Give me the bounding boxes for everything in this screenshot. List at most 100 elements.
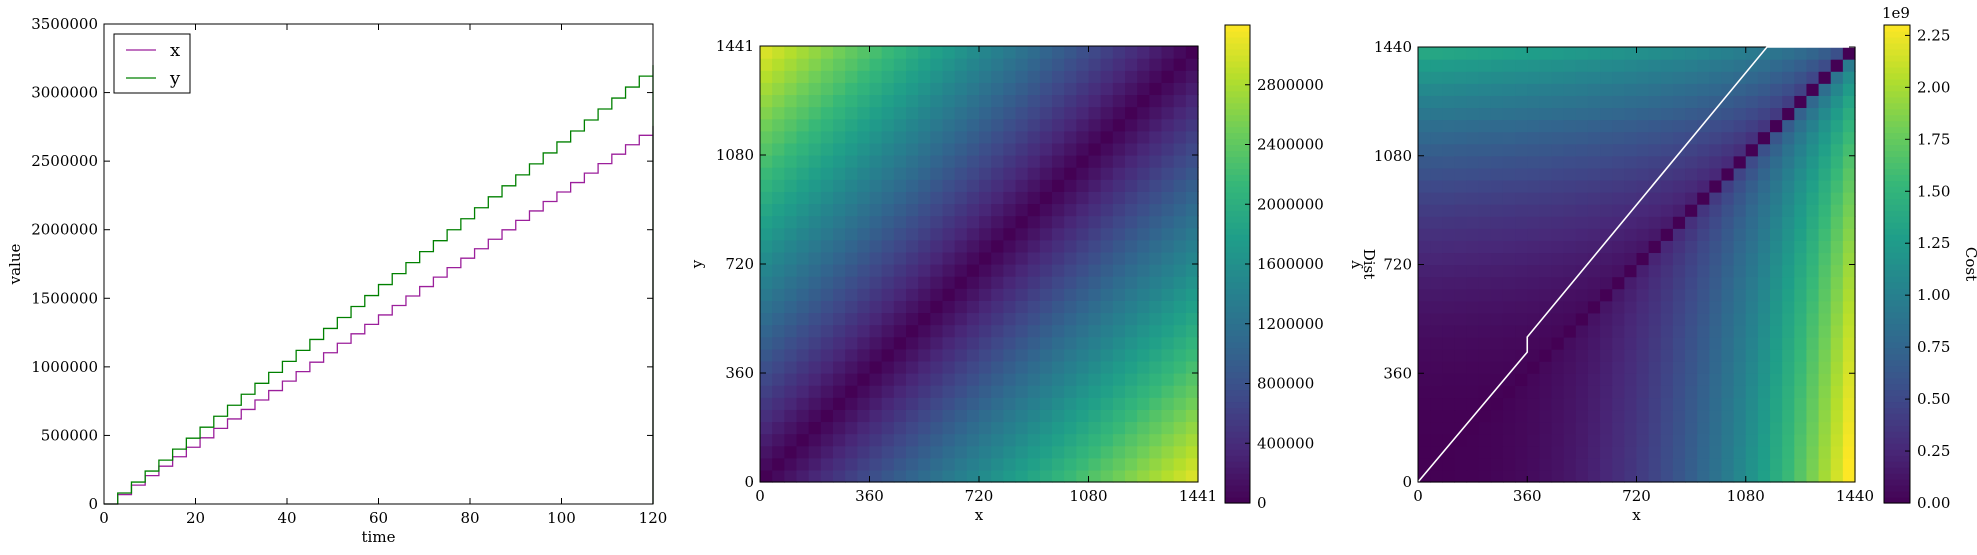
heatmap-cell bbox=[954, 445, 968, 459]
heatmap-cell bbox=[1612, 349, 1625, 362]
heatmap-cell bbox=[772, 409, 785, 423]
heatmap-cell bbox=[1660, 373, 1674, 386]
colorbar-segment bbox=[1225, 90, 1250, 98]
heatmap-cell bbox=[1100, 215, 1114, 229]
heatmap-cell bbox=[1806, 119, 1820, 133]
heatmap-cell bbox=[1112, 264, 1126, 277]
heatmap-cell bbox=[1575, 469, 1589, 483]
heatmap-cell bbox=[1515, 192, 1528, 205]
heatmap-cell bbox=[1830, 155, 1844, 169]
heatmap-cell bbox=[1490, 204, 1504, 217]
heatmap-cell bbox=[1587, 469, 1601, 483]
heatmap-cell bbox=[1112, 155, 1126, 168]
heatmap-cell bbox=[930, 142, 944, 156]
heatmap-cell bbox=[760, 324, 773, 338]
heatmap-cell bbox=[893, 46, 907, 59]
heatmap-cell bbox=[930, 215, 944, 229]
heatmap-cell bbox=[1648, 107, 1662, 121]
heatmap-cell bbox=[1806, 131, 1820, 145]
heatmap-cell bbox=[784, 191, 798, 205]
heatmap-cell bbox=[1149, 130, 1163, 144]
heatmap-cell bbox=[1003, 409, 1017, 423]
colorbar-segment bbox=[1225, 341, 1250, 349]
heatmap-cell bbox=[808, 203, 822, 217]
heatmap-cell bbox=[869, 46, 883, 59]
heatmap-cell bbox=[1478, 252, 1492, 266]
heatmap-cell bbox=[918, 155, 931, 168]
heatmap-cell bbox=[930, 179, 944, 192]
heatmap-cell bbox=[1806, 95, 1820, 109]
colorbar-segment bbox=[1884, 293, 1910, 301]
heatmap-cell bbox=[1003, 457, 1017, 471]
heatmap-cell bbox=[930, 288, 944, 301]
heatmap-cell bbox=[1185, 94, 1199, 108]
heatmap-cell bbox=[1490, 445, 1504, 459]
heatmap-cell bbox=[930, 191, 944, 205]
heatmap-cell bbox=[796, 239, 810, 253]
heatmap-cell bbox=[1478, 228, 1492, 241]
heatmap-cell bbox=[1039, 288, 1053, 301]
heatmap-cell bbox=[1100, 130, 1114, 144]
heatmap-cell bbox=[1745, 119, 1759, 133]
heatmap-cell bbox=[1088, 203, 1102, 217]
heatmap-cell bbox=[881, 421, 895, 435]
heatmap-cell bbox=[833, 433, 846, 447]
heatmap-cell bbox=[1502, 107, 1516, 121]
heatmap-cell bbox=[893, 167, 907, 180]
heatmap-cell bbox=[1442, 204, 1456, 217]
heatmap-cell bbox=[1782, 155, 1795, 169]
heatmap-cell bbox=[966, 469, 980, 483]
heatmap-cell bbox=[1672, 59, 1686, 72]
heatmap-cell bbox=[1794, 192, 1808, 205]
heatmap-cell bbox=[1418, 131, 1431, 145]
heatmap-cell bbox=[1624, 445, 1638, 459]
heatmap-cell bbox=[1721, 457, 1735, 471]
heatmap-cell bbox=[1600, 324, 1613, 338]
heatmap-cell bbox=[1490, 324, 1504, 338]
colorbar-segment bbox=[1884, 216, 1910, 223]
heatmap-cell bbox=[1161, 167, 1175, 180]
x-tick-label: 60 bbox=[369, 509, 388, 527]
heatmap-cell bbox=[1466, 433, 1480, 447]
heatmap-cell bbox=[869, 118, 883, 132]
heatmap-cell bbox=[1100, 264, 1114, 277]
x-tick-label: 40 bbox=[277, 509, 296, 527]
heatmap-cell bbox=[1539, 312, 1553, 326]
heatmap-cell bbox=[1770, 264, 1783, 278]
heatmap-cell bbox=[1052, 445, 1065, 459]
heatmap-cell bbox=[808, 409, 822, 423]
heatmap-cell bbox=[1624, 95, 1638, 109]
colorbar-segment bbox=[1225, 449, 1250, 456]
heatmap-cell bbox=[1527, 361, 1540, 374]
heatmap-cell bbox=[1161, 457, 1175, 471]
heatmap-cell bbox=[1794, 397, 1808, 411]
heatmap-cell bbox=[930, 203, 944, 217]
heatmap-cell bbox=[1137, 155, 1150, 168]
heatmap-cell bbox=[1527, 421, 1540, 435]
heatmap-cell bbox=[1003, 324, 1017, 338]
heatmap-cell bbox=[1015, 118, 1029, 132]
heatmap-cell bbox=[1527, 337, 1540, 350]
heatmap-cell bbox=[1624, 433, 1638, 447]
heatmap-cell bbox=[1478, 131, 1492, 145]
heatmap-cell bbox=[1442, 469, 1456, 483]
heatmap-cell bbox=[1733, 361, 1747, 374]
heatmap-cell bbox=[760, 300, 773, 314]
heatmap-cell bbox=[1088, 324, 1102, 338]
heatmap-cell bbox=[1064, 409, 1077, 423]
colorbar-segment bbox=[1225, 234, 1250, 241]
colorbar-segment bbox=[1225, 174, 1250, 181]
heatmap-cell bbox=[1672, 179, 1686, 193]
heatmap-cell bbox=[1806, 228, 1820, 241]
colorbar-segment bbox=[1225, 156, 1250, 164]
heatmap-cell bbox=[808, 70, 822, 83]
heatmap-cell bbox=[1818, 445, 1832, 459]
heatmap-cell bbox=[1137, 142, 1150, 156]
heatmap-cell bbox=[1660, 276, 1674, 290]
heatmap-cell bbox=[1672, 361, 1686, 374]
heatmap-cell bbox=[1818, 264, 1832, 278]
heatmap-cell bbox=[1733, 324, 1747, 338]
heatmap-cell bbox=[1015, 276, 1029, 289]
heatmap-cell bbox=[930, 239, 944, 253]
heatmap-cell bbox=[1161, 215, 1175, 229]
